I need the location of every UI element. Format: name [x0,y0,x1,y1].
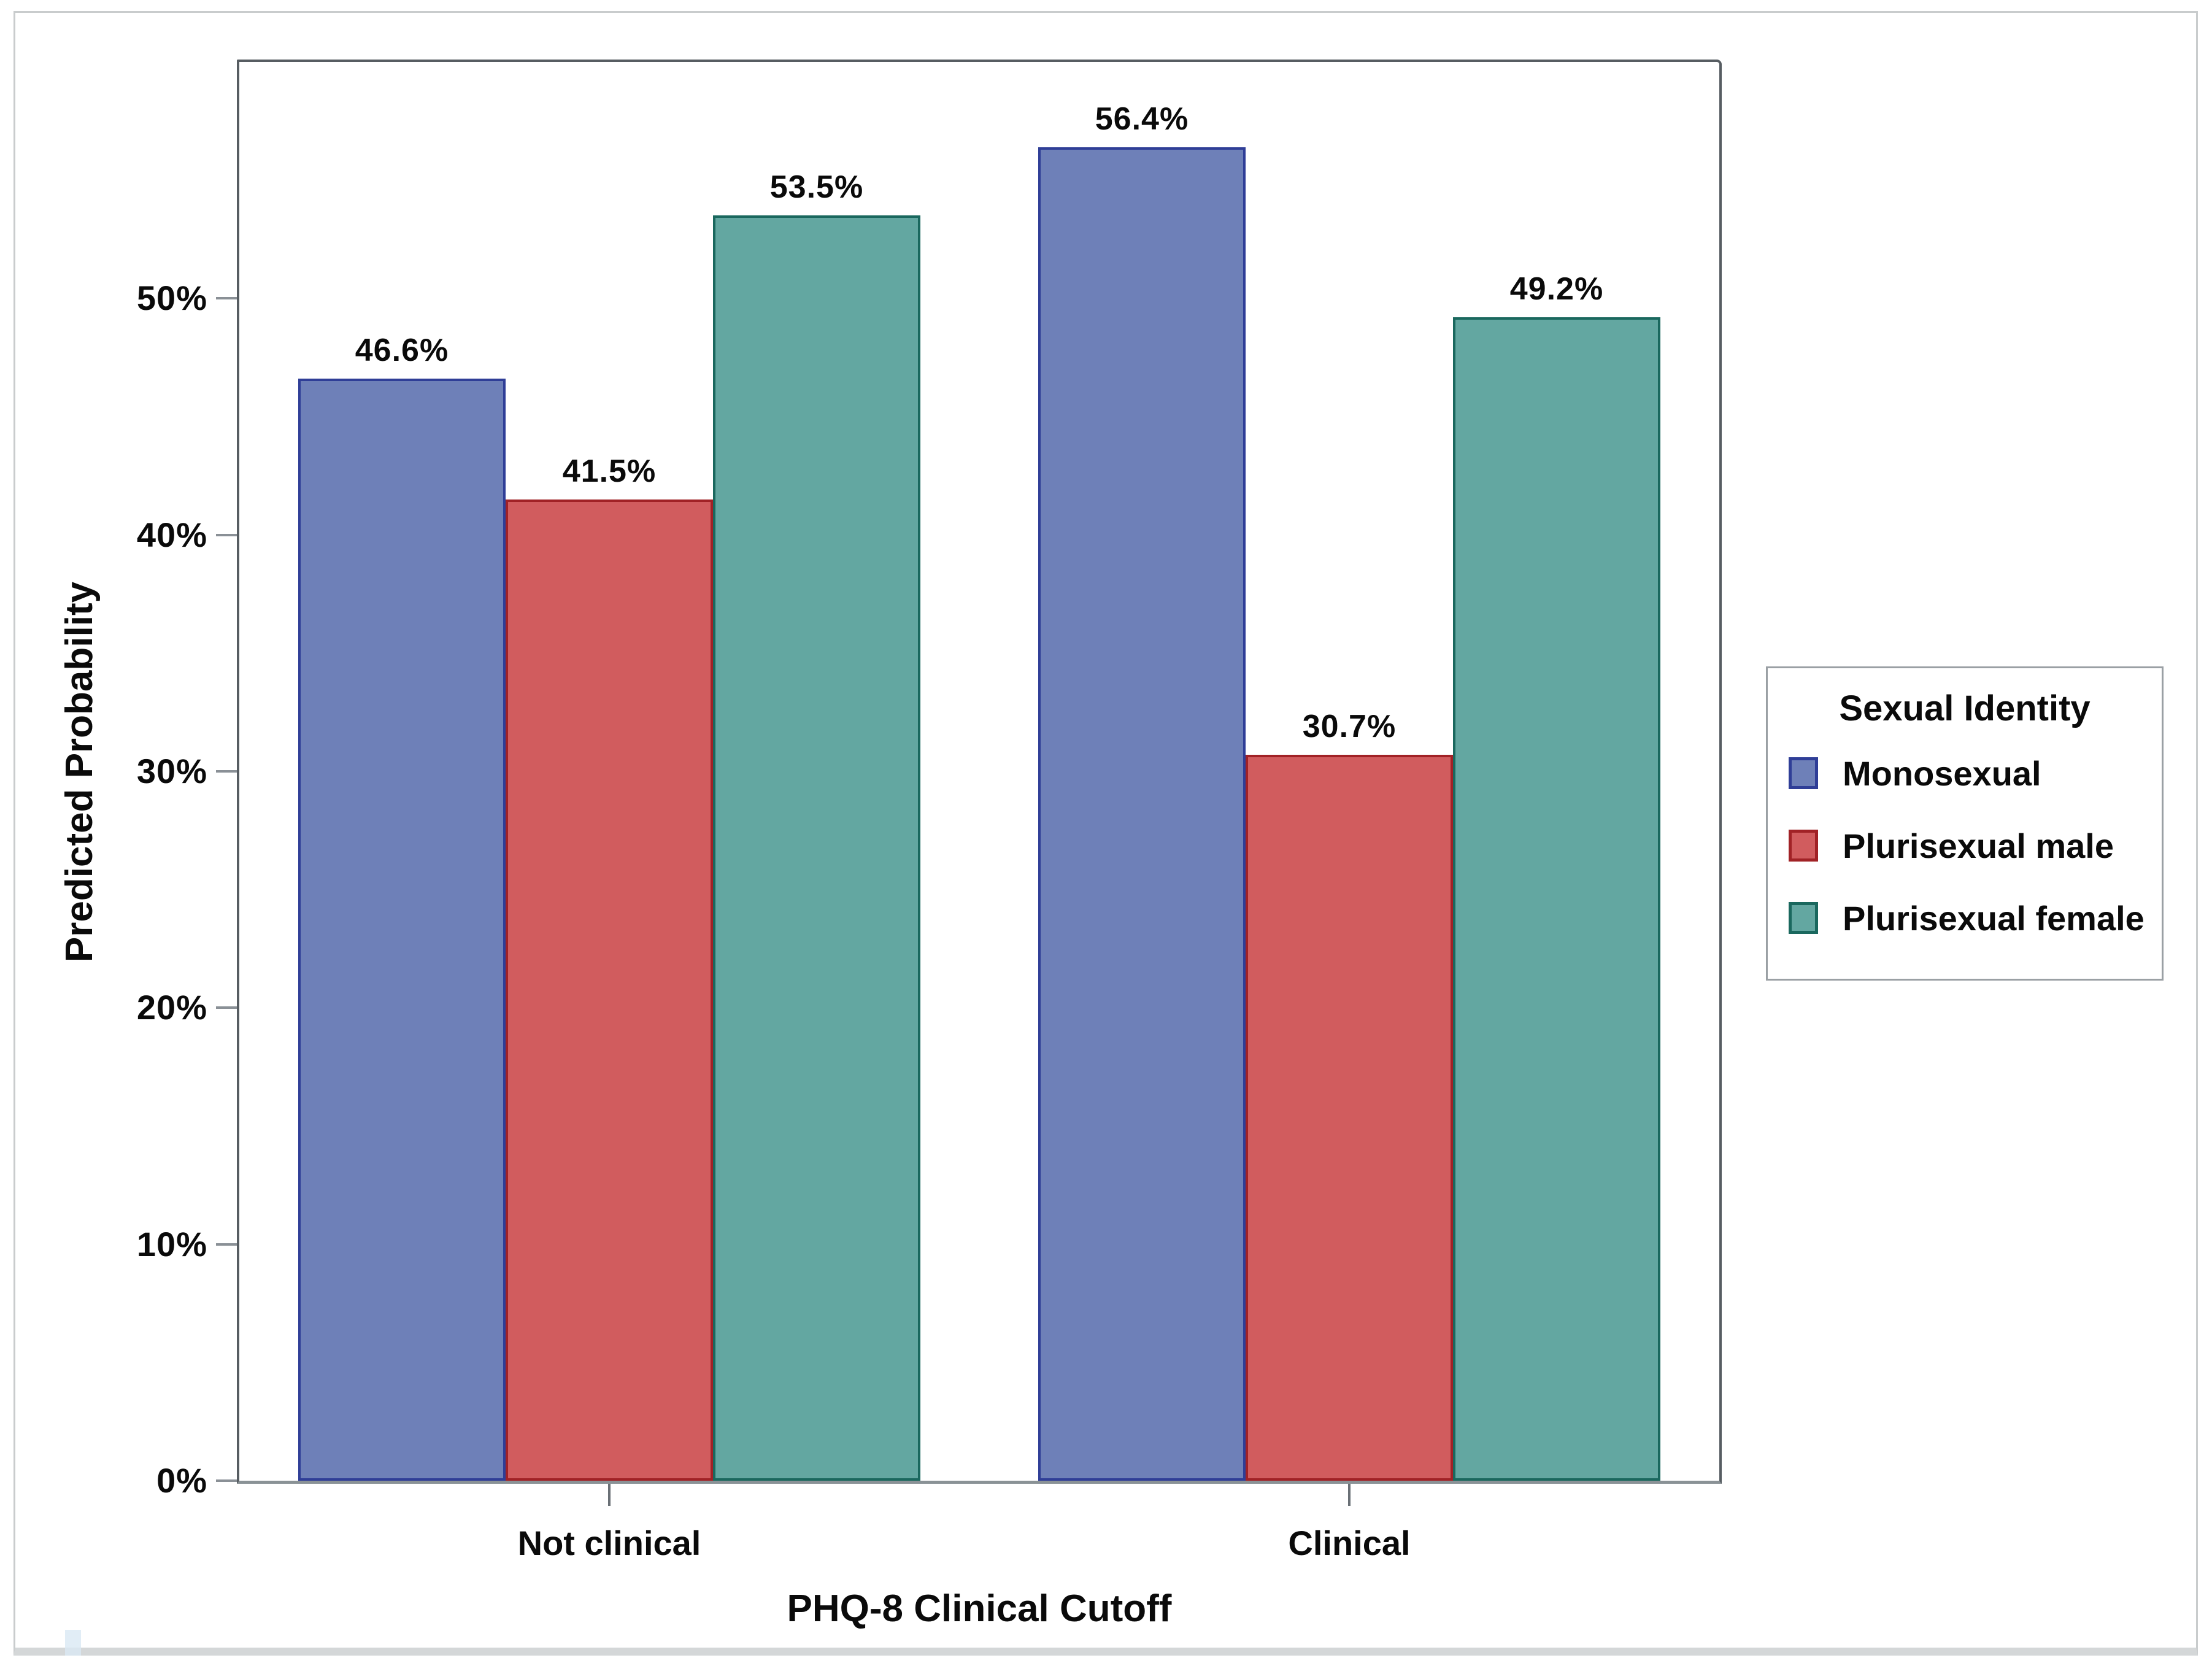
bar-plurisexual-male [1246,755,1453,1481]
legend-item-label: Plurisexual female [1843,898,2145,938]
bar-value-label: 41.5% [562,453,657,489]
y-tick-label: 0% [156,1461,207,1500]
legend-item: Plurisexual female [1789,882,2145,954]
y-tick-mark [216,1006,237,1009]
bar-monosexual [298,379,506,1481]
legend: Sexual Identity Monosexual Plurisexual ma… [1766,666,2164,981]
bar-plurisexual-female [713,215,920,1481]
bar-value-label: 53.5% [769,169,864,205]
legend-swatch [1789,902,1818,934]
bar-monosexual [1038,147,1246,1481]
bar-value-label: 46.6% [355,333,449,368]
x-axis-title: PHQ-8 Clinical Cutoff [787,1587,1172,1630]
y-tick-mark [216,297,237,300]
y-tick-label: 30% [136,752,207,790]
legend-item: Plurisexual male [1789,809,2141,882]
legend-rows: Monosexual Plurisexual male Plurisexual fe… [1789,737,2145,954]
bar-value-label: 56.4% [1095,101,1189,137]
bar-plurisexual-male [506,500,713,1481]
y-tick-label: 50% [136,279,207,318]
legend-item: Monosexual [1789,737,2141,809]
plot-area [237,60,1722,1484]
y-tick-label: 10% [136,1224,207,1263]
y-tick-mark [216,533,237,536]
bar-plurisexual-female [1453,317,1660,1481]
legend-title: Sexual Identity [1839,688,2091,728]
y-tick-mark [216,1243,237,1246]
x-tick-mark [1348,1484,1351,1506]
y-axis-title: Predicted Probability [58,581,101,963]
legend-swatch [1789,830,1818,862]
legend-item-label: Monosexual [1843,754,2041,793]
artifact-mark [65,1630,81,1656]
y-tick-mark [216,770,237,773]
y-tick-mark [216,1479,237,1482]
y-tick-label: 40% [136,515,207,554]
x-category-label: Clinical [1288,1524,1411,1562]
bar-value-label: 49.2% [1509,271,1604,307]
legend-item-label: Plurisexual male [1843,826,2114,865]
y-tick-label: 20% [136,988,207,1027]
legend-swatch [1789,757,1818,789]
x-category-label: Not clinical [517,1524,701,1562]
bar-value-label: 30.7% [1302,709,1397,744]
x-tick-mark [608,1484,611,1506]
